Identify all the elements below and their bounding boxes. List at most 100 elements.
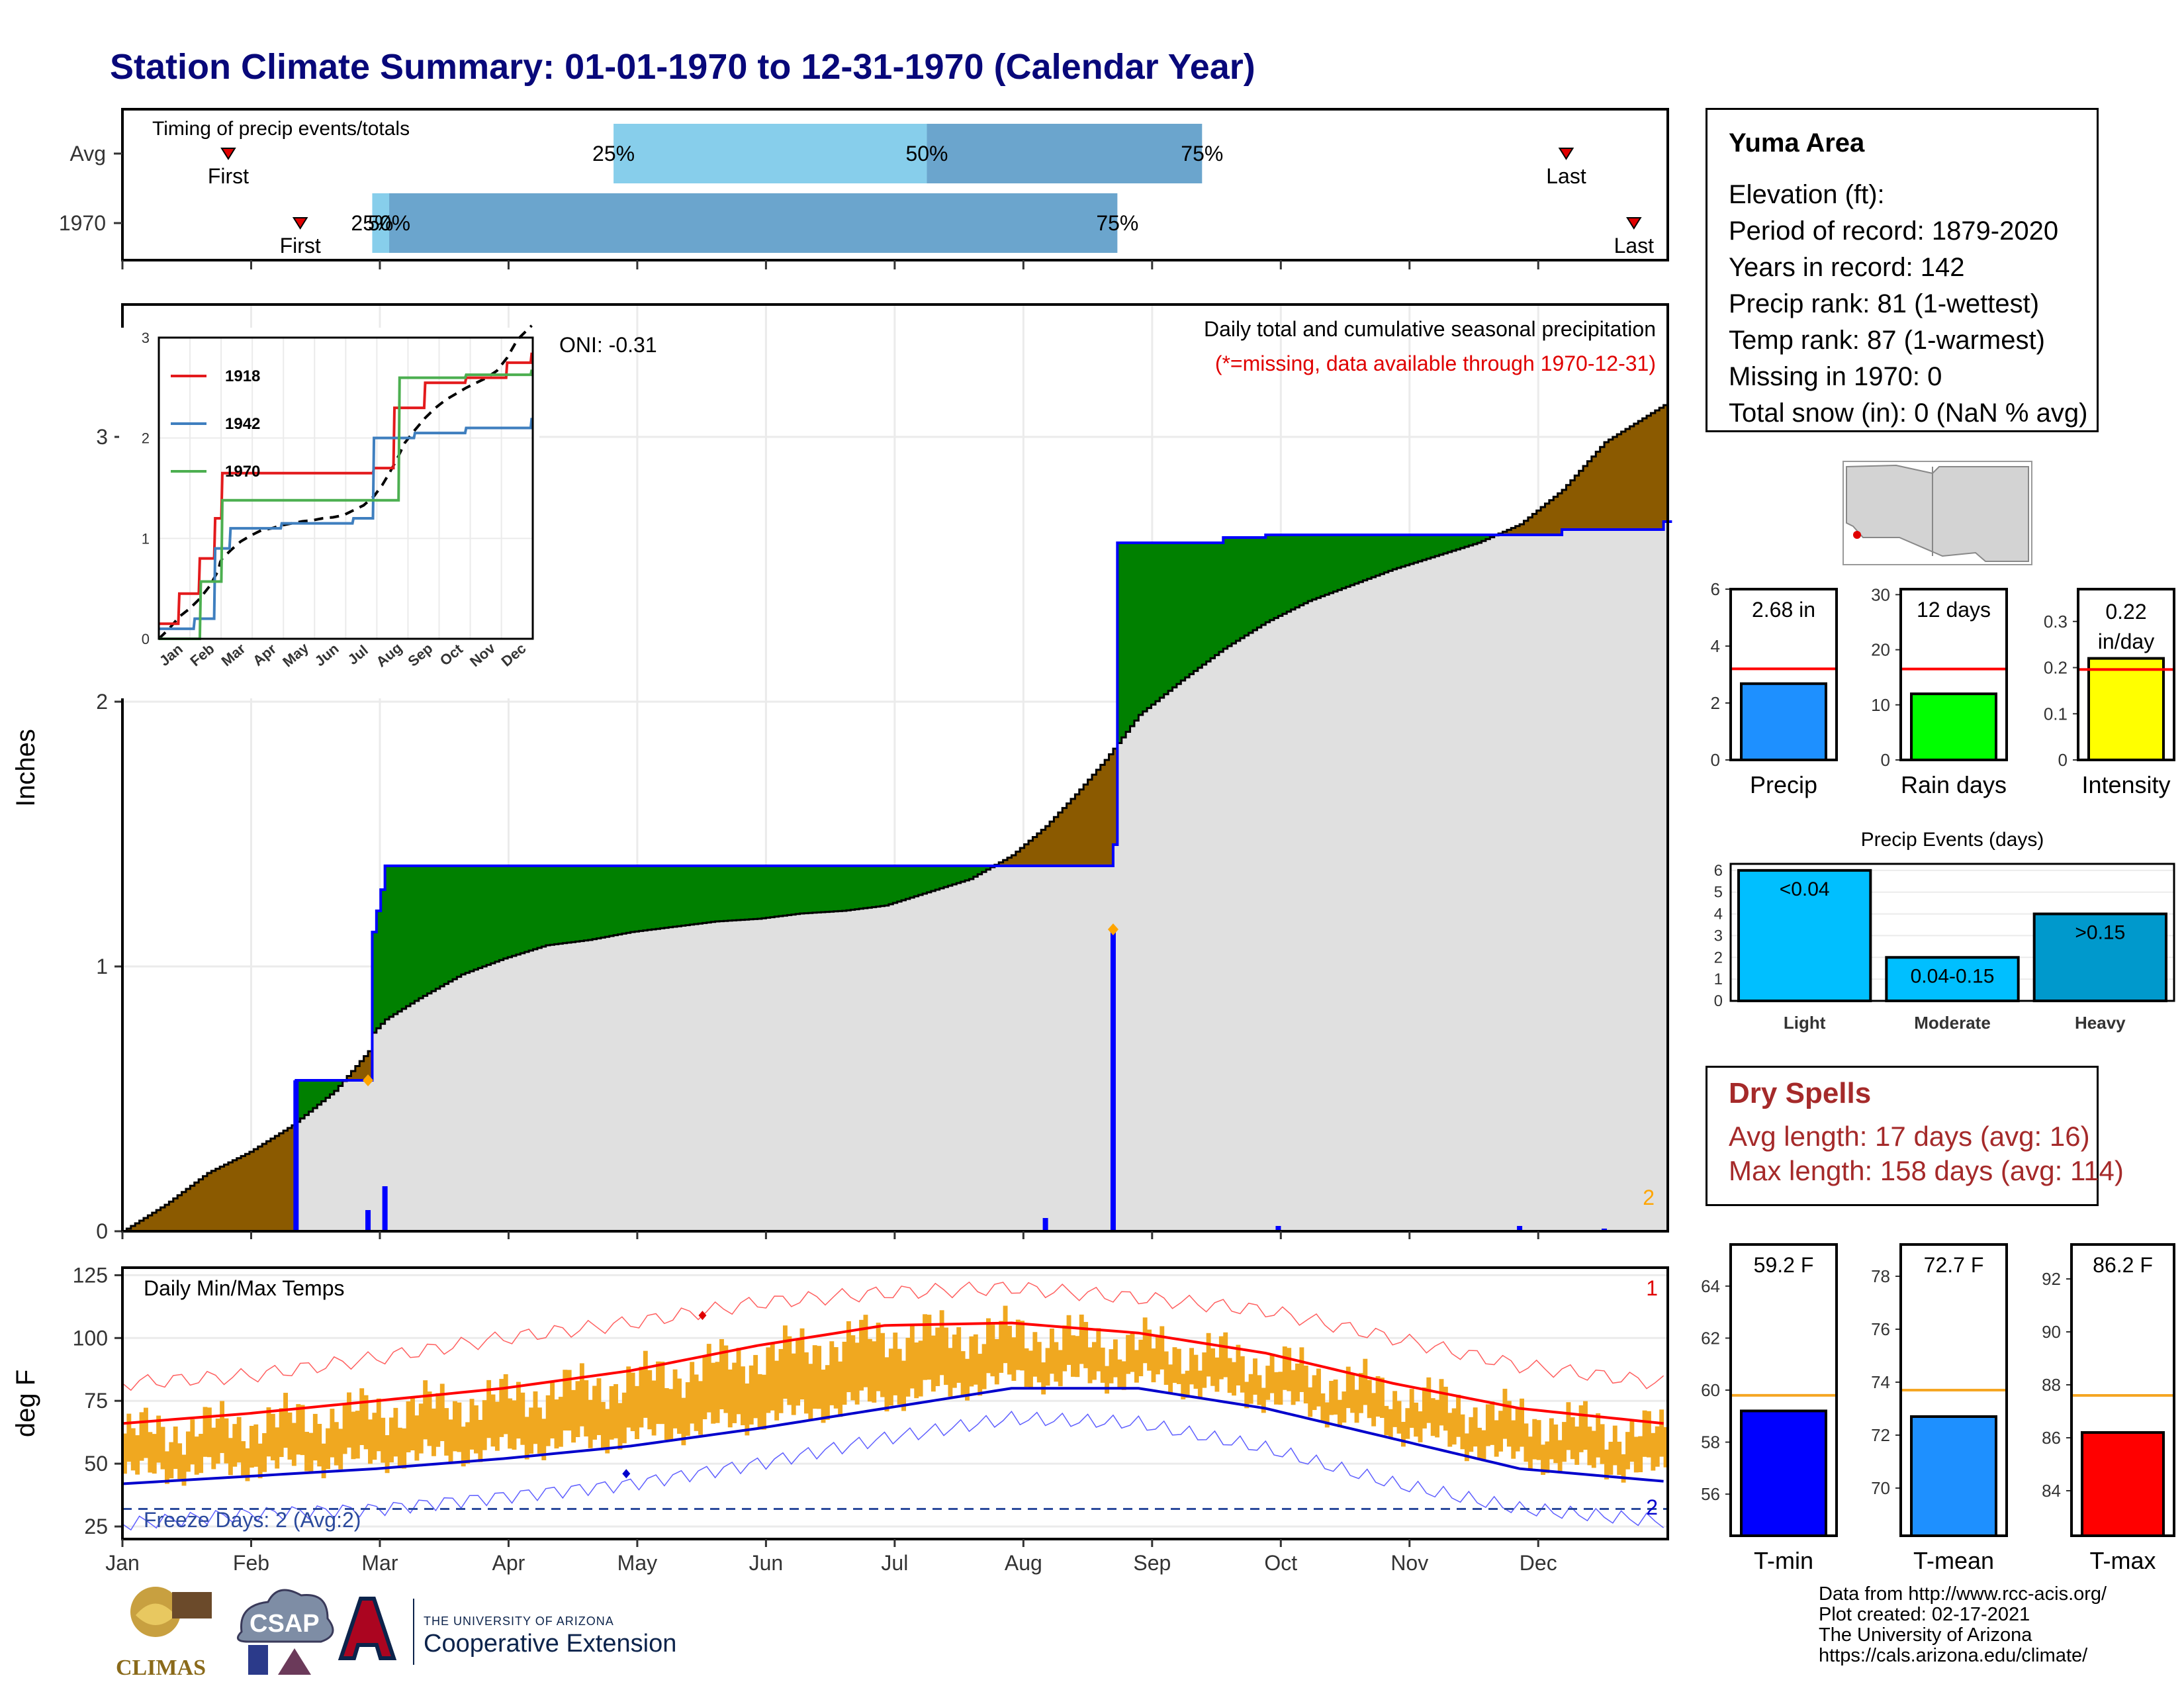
tmin-axis-label: T-min (1754, 1547, 1813, 1574)
temps-daily-bar (457, 1402, 462, 1452)
temps-daily-bar (859, 1319, 864, 1391)
rain_days-y-tick-label: 20 (1871, 640, 1890, 660)
ua-line1: THE UNIVERSITY OF ARIZONA (424, 1615, 614, 1628)
temps-daily-bar (1524, 1423, 1529, 1462)
temps-daily-bar (854, 1342, 860, 1405)
precip-daily-bar (1110, 929, 1116, 1231)
inset-y-tick-label: 1 (142, 530, 150, 547)
temps-daily-bar (1338, 1399, 1342, 1428)
temps-daily-bar (1570, 1417, 1575, 1460)
temps-y-axis-label: deg F (11, 1370, 40, 1437)
temps-daily-bar (296, 1404, 301, 1455)
temps-freeze-label: Freeze Days: 2 (Avg:2) (144, 1508, 361, 1532)
temps-daily-bar (537, 1407, 542, 1454)
temps-daily-bar (228, 1438, 233, 1476)
temps-daily-bar (681, 1397, 686, 1446)
temps-daily-bar (774, 1360, 780, 1421)
temps-daily-bar (1596, 1413, 1601, 1458)
temps-daily-bar (143, 1407, 148, 1458)
csap-logo: CSAP (236, 1589, 334, 1675)
month-label: Sep (1133, 1551, 1171, 1575)
temps-daily-bar (1054, 1342, 1059, 1382)
temps-daily-bar (406, 1401, 411, 1452)
precip_total-axis-label: Precip (1750, 771, 1817, 798)
temps-daily-bar (986, 1318, 991, 1374)
temps-daily-bar (981, 1344, 987, 1389)
temps-daily-bar (499, 1379, 504, 1437)
temps-daily-bar (1367, 1380, 1372, 1419)
temps-daily-bar (1121, 1361, 1126, 1390)
temps-daily-bar (224, 1418, 229, 1464)
temps-daily-bar (914, 1342, 919, 1399)
temps-daily-bar (359, 1388, 365, 1446)
temps-daily-bar (944, 1327, 948, 1385)
temps-daily-bar (1536, 1420, 1541, 1460)
temps-daily-bar (1193, 1354, 1199, 1389)
temps-daily-bar (1050, 1328, 1054, 1374)
timing-row-label: Avg (69, 142, 106, 165)
temps-daily-bar (575, 1381, 580, 1437)
temps-daily-bar (1562, 1422, 1567, 1462)
temps-daily-bar (715, 1362, 720, 1423)
temps-daily-bar (909, 1325, 915, 1389)
station-info-box: Yuma Area Elevation (ft): Period of reco… (1706, 108, 2099, 432)
temps-freeze-count: 2 (1646, 1495, 1658, 1519)
ua-logo: THE UNIVERSITY OF ARIZONA Cooperative Ex… (338, 1597, 676, 1665)
timing-pct-label: 75% (1096, 211, 1138, 235)
temps-daily-bar (1553, 1424, 1559, 1464)
temps-daily-bar (393, 1407, 398, 1457)
temps-daily-bar (326, 1428, 330, 1470)
temps-daily-bar (643, 1350, 648, 1418)
temps-daily-bar (635, 1385, 639, 1440)
temps-daily-bar (291, 1423, 296, 1466)
intensity-frame (2077, 588, 2175, 761)
temps-daily-bar (1400, 1421, 1406, 1447)
temps-daily-bar (796, 1338, 801, 1406)
temps-daily-bar (753, 1354, 758, 1419)
precip-daily-bar (1275, 1226, 1281, 1231)
temps-daily-bar (448, 1419, 453, 1463)
rain_days-y-tick-label: 10 (1871, 695, 1890, 715)
month-label: Mar (361, 1551, 398, 1575)
tmax-y-tick-label: 90 (2042, 1322, 2061, 1342)
temps-daily-bar (177, 1443, 183, 1479)
precip-daily-bar (293, 1080, 299, 1231)
precip-events-y-tick-label: 2 (1714, 949, 1723, 966)
tmean-y-tick-label: 72 (1871, 1425, 1890, 1445)
temps-daily-bar (423, 1380, 428, 1440)
temps-daily-bar (270, 1413, 275, 1461)
temps-daily-bar (1126, 1335, 1131, 1374)
temps-daily-bar (427, 1391, 432, 1446)
temps-daily-bar (596, 1378, 602, 1435)
temps-daily-bar (952, 1335, 957, 1388)
temps-daily-bar (1545, 1441, 1550, 1474)
temps-record-marker (622, 1469, 631, 1479)
tmin-y-tick-label: 56 (1701, 1484, 1720, 1504)
oni-label: ONI: -0.31 (559, 333, 657, 357)
precip-daily-bar (1517, 1226, 1523, 1231)
month-label: Oct (1264, 1551, 1297, 1575)
temps-daily-bar (1091, 1342, 1097, 1380)
temps-daily-bar (1130, 1332, 1135, 1372)
temps-daily-bar (609, 1386, 614, 1440)
temps-daily-bar (308, 1432, 314, 1472)
temps-daily-bar (1185, 1370, 1190, 1398)
tmin-y-tick-label: 64 (1701, 1276, 1720, 1296)
temps-daily-bar (1591, 1430, 1596, 1468)
temps-daily-bar (761, 1374, 766, 1430)
temps-daily-bar (1481, 1430, 1486, 1462)
temps-daily-bar (960, 1351, 966, 1397)
precip_total-y-tick-label: 0 (1711, 750, 1720, 770)
temps-daily-bar (334, 1422, 339, 1466)
temps-daily-bar (656, 1361, 660, 1425)
climas-text: CLIMAS (116, 1656, 206, 1680)
temps-daily-bar (1045, 1348, 1050, 1386)
temps-daily-bar (558, 1397, 563, 1447)
tmean-y-tick-label: 78 (1871, 1266, 1890, 1286)
station-row: Missing in 1970: 0 (1729, 362, 1942, 391)
temps-daily-bar (389, 1417, 394, 1463)
inset-y-tick-label: 3 (142, 330, 150, 346)
rain_days-bar (1910, 692, 1997, 761)
temps-daily-bar (469, 1399, 475, 1450)
rain_days-y-tick-label: 0 (1881, 750, 1890, 770)
